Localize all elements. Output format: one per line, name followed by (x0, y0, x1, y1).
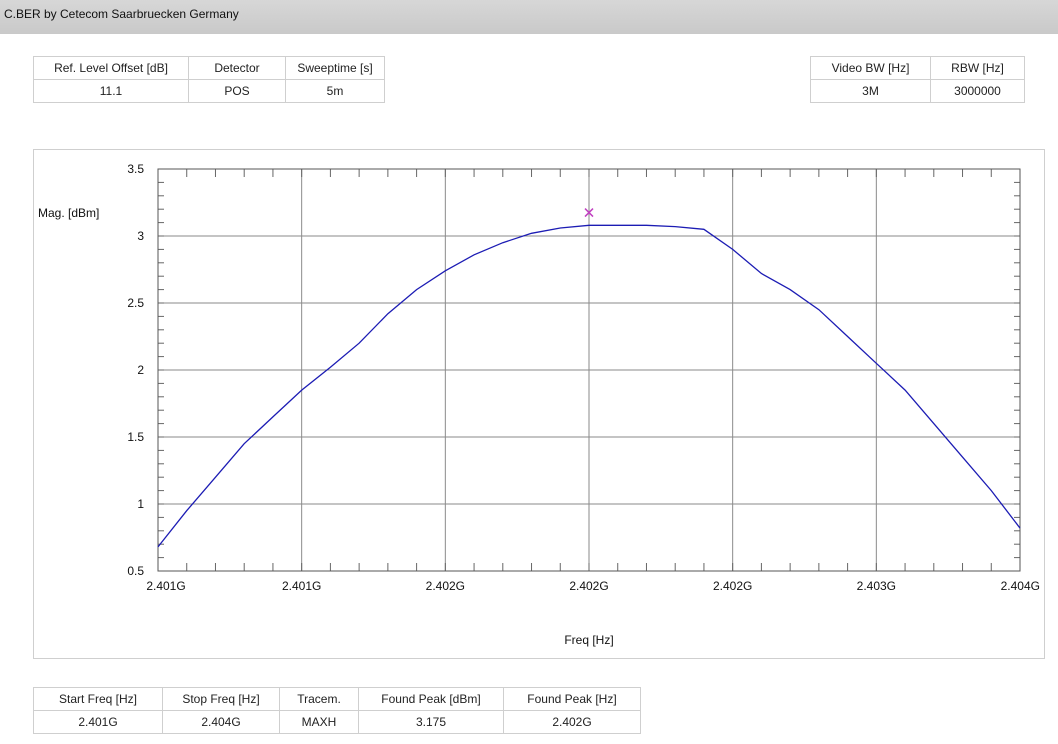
x-tick-label: 2.403G (857, 579, 896, 593)
found-peak-dbm-value: 3.175 (358, 710, 504, 734)
chart-grid (158, 169, 1020, 571)
sweeptime-value: 5m (285, 79, 385, 103)
y-tick-label: 1.5 (127, 430, 144, 444)
tracemode-header: Tracem. (279, 687, 359, 711)
stop-freq-value: 2.404G (162, 710, 280, 734)
x-tick-label: 2.402G (569, 579, 608, 593)
tracemode-value: MAXH (279, 710, 359, 734)
video-bw-header: Video BW [Hz] (810, 56, 931, 80)
ref-level-offset-value: 11.1 (33, 79, 189, 103)
found-peak-hz-header: Found Peak [Hz] (503, 687, 641, 711)
y-tick-labels: 0.5 1 1.5 2 2.5 3 3.5 (127, 162, 144, 578)
y-tick-label: 2.5 (127, 296, 144, 310)
settings-table-right: Video BW [Hz] RBW [Hz] 3M 3000000 (810, 56, 1025, 103)
y-axis-label: Mag. [dBm] (38, 206, 99, 220)
x-tick-label: 2.402G (713, 579, 752, 593)
x-tick-label: 2.404G (1001, 579, 1040, 593)
chart-ticks (158, 169, 1020, 571)
stop-freq-header: Stop Freq [Hz] (162, 687, 280, 711)
x-tick-label: 2.401G (146, 579, 185, 593)
trace-line (157, 224, 1021, 548)
chart-panel: 0.5 1 1.5 2 2.5 3 3.5 2.401G 2.401G 2.402G 2.402G… (33, 149, 1045, 659)
settings-table-bottom: Start Freq [Hz] Stop Freq [Hz] Tracem. F… (33, 687, 641, 734)
y-tick-label: 0.5 (127, 564, 144, 578)
peak-marker-stroke-2 (584, 208, 594, 218)
spectrum-chart: 0.5 1 1.5 2 2.5 3 3.5 2.401G 2.401G 2.402G 2.402G… (38, 162, 1040, 647)
x-tick-label: 2.402G (426, 579, 465, 593)
detector-header: Detector (188, 56, 286, 80)
start-freq-header: Start Freq [Hz] (33, 687, 163, 711)
y-tick-label: 3 (137, 229, 144, 243)
window-title-bar: C.BER by Cetecom Saarbruecken Germany (0, 0, 1058, 34)
trace-layer (157, 224, 1021, 548)
window-title: C.BER by Cetecom Saarbruecken Germany (4, 7, 239, 21)
sweeptime-header: Sweeptime [s] (285, 56, 385, 80)
video-bw-value: 3M (810, 79, 931, 103)
rbw-header: RBW [Hz] (930, 56, 1025, 80)
x-tick-label: 2.401G (282, 579, 321, 593)
x-tick-labels: 2.401G 2.401G 2.402G 2.402G 2.402G 2.403G 2.40… (146, 579, 1040, 593)
y-tick-label: 3.5 (127, 162, 144, 176)
detector-value: POS (188, 79, 286, 103)
settings-table-left: Ref. Level Offset [dB] Detector Sweeptim… (33, 56, 385, 103)
peak-marker-layer (584, 208, 594, 218)
found-peak-hz-value: 2.402G (503, 710, 641, 734)
rbw-value: 3000000 (930, 79, 1025, 103)
x-axis-label: Freq [Hz] (564, 633, 613, 647)
y-tick-label: 1 (137, 497, 144, 511)
plot-frame (157, 168, 1021, 572)
start-freq-value: 2.401G (33, 710, 163, 734)
y-tick-label: 2 (137, 363, 144, 377)
ref-level-offset-header: Ref. Level Offset [dB] (33, 56, 189, 80)
found-peak-dbm-header: Found Peak [dBm] (358, 687, 504, 711)
